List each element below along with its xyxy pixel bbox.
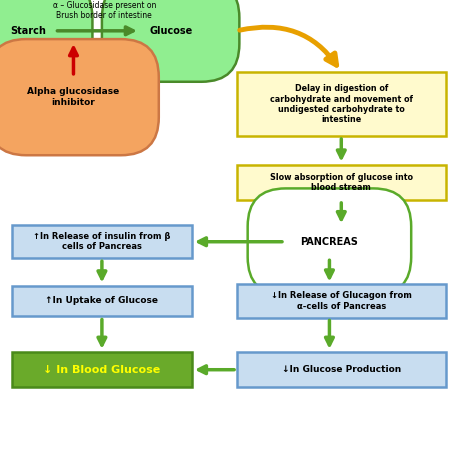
Text: Alpha glucosidase
inhibitor: Alpha glucosidase inhibitor	[27, 88, 119, 107]
Text: Delay in digestion of
carbohydrate and movement of
undigested carbohydrate to
in: Delay in digestion of carbohydrate and m…	[270, 84, 413, 124]
Text: Starch: Starch	[10, 26, 46, 36]
FancyBboxPatch shape	[12, 285, 192, 317]
FancyBboxPatch shape	[237, 284, 446, 318]
Text: Glucose: Glucose	[149, 26, 192, 36]
FancyBboxPatch shape	[12, 225, 192, 258]
Text: ↑In Uptake of Glucose: ↑In Uptake of Glucose	[46, 297, 158, 305]
FancyBboxPatch shape	[102, 0, 239, 82]
FancyBboxPatch shape	[237, 165, 446, 200]
FancyBboxPatch shape	[237, 352, 446, 388]
FancyBboxPatch shape	[247, 188, 411, 295]
Text: α – Glucosidase present on
Brush border of intestine: α – Glucosidase present on Brush border …	[53, 1, 156, 20]
Text: Slow absorption of glucose into
blood stream: Slow absorption of glucose into blood st…	[270, 173, 413, 192]
Text: ↓In Release of Glucagon from
α-cells of Pancreas: ↓In Release of Glucagon from α-cells of …	[271, 292, 412, 310]
Text: ↑In Release of insulin from β
cells of Pancreas: ↑In Release of insulin from β cells of P…	[33, 232, 171, 251]
FancyBboxPatch shape	[0, 0, 92, 82]
Text: ↓ In Blood Glucose: ↓ In Blood Glucose	[43, 365, 161, 375]
Text: ↓In Glucose Production: ↓In Glucose Production	[282, 365, 401, 374]
FancyBboxPatch shape	[0, 39, 159, 155]
Text: PANCREAS: PANCREAS	[301, 237, 358, 247]
FancyBboxPatch shape	[12, 352, 192, 388]
FancyBboxPatch shape	[237, 72, 446, 137]
